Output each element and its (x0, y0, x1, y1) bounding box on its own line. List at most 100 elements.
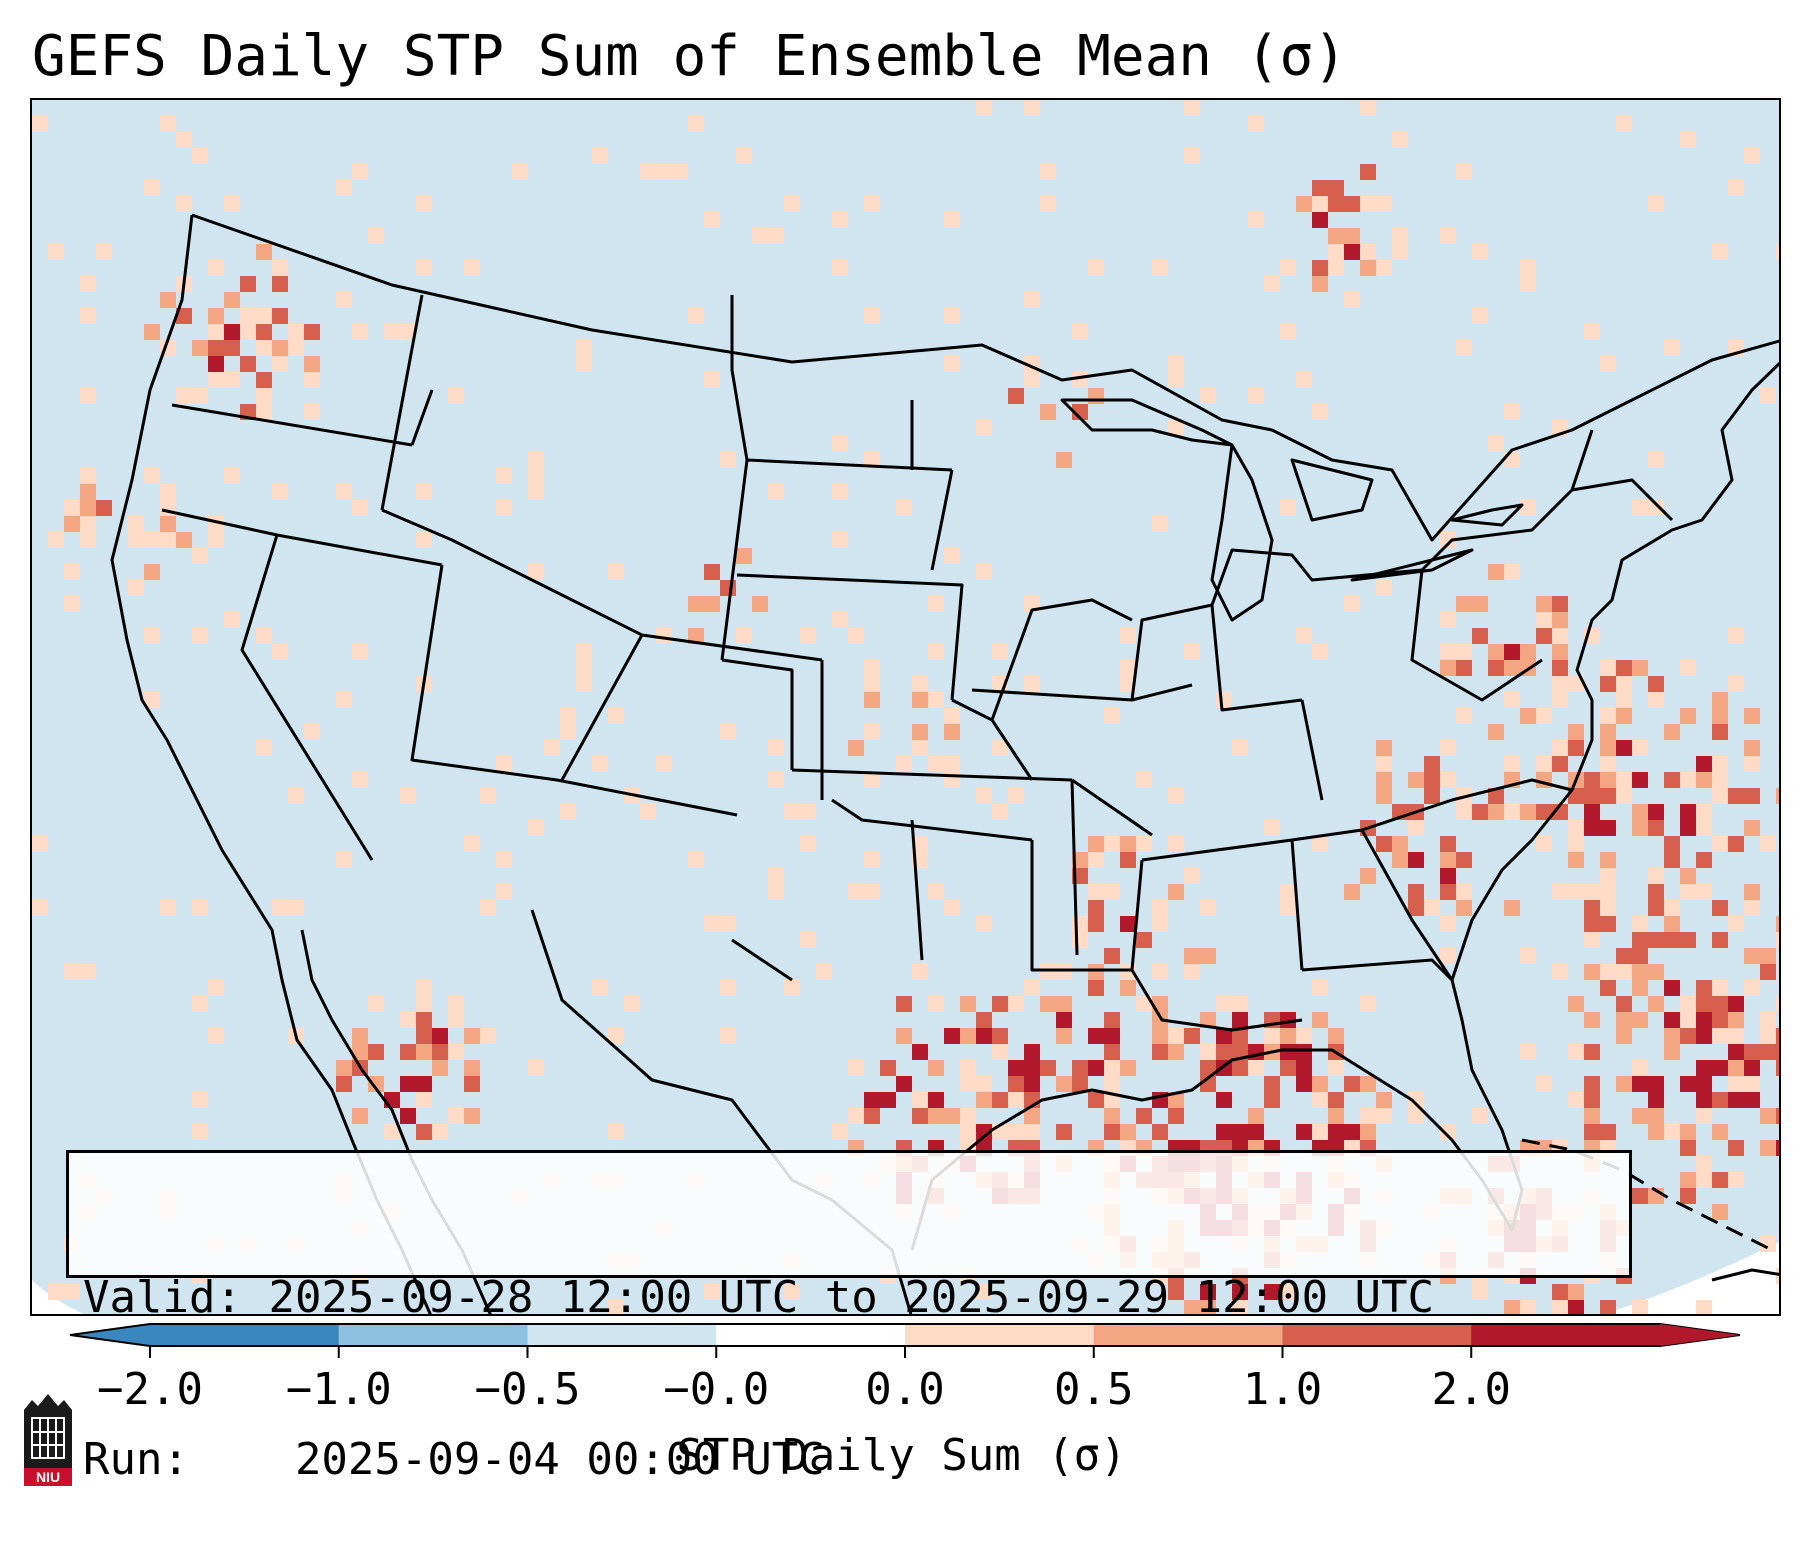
stp-cell (496, 884, 512, 900)
stp-cell (1728, 628, 1744, 644)
stp-cell (144, 468, 160, 484)
stp-cell (1696, 1156, 1712, 1172)
stp-cell (384, 1124, 400, 1140)
stp-cell (1600, 916, 1616, 932)
stp-cell (864, 884, 880, 900)
stp-cell (1376, 788, 1392, 804)
stp-cell (960, 1124, 976, 1140)
colorbar-tick-label: −0.5 (474, 1364, 581, 1415)
stp-cell (720, 724, 736, 740)
stp-cell (992, 996, 1008, 1012)
stp-cell (1152, 900, 1168, 916)
stp-cell (1456, 804, 1472, 820)
stp-cell (1696, 1092, 1712, 1108)
stp-cell (1680, 132, 1696, 148)
stp-cell (352, 1044, 368, 1060)
stp-cell (1120, 1060, 1136, 1076)
stp-cell (944, 548, 960, 564)
stp-cell (176, 196, 192, 212)
stp-cell (1648, 1124, 1664, 1140)
stp-cell (480, 900, 496, 916)
stp-cell (1376, 772, 1392, 788)
stp-cell (1344, 1076, 1360, 1092)
stp-cell (1536, 804, 1552, 820)
stp-cell (1632, 660, 1648, 676)
logo-text: NIU (36, 1469, 60, 1485)
stp-cell (1664, 916, 1680, 932)
stp-cell (848, 628, 864, 644)
stp-cell (1616, 1028, 1632, 1044)
stp-cell (1232, 1044, 1248, 1060)
stp-cell (1568, 996, 1584, 1012)
stp-cell (1744, 788, 1760, 804)
stp-cell (608, 1300, 624, 1314)
stp-cell (928, 1060, 944, 1076)
stp-cell (1696, 756, 1712, 772)
stp-cell (1536, 836, 1552, 852)
stp-cell (1552, 644, 1568, 660)
stp-cell (1088, 836, 1104, 852)
stp-cell (1664, 852, 1680, 868)
stp-cell (224, 292, 240, 308)
stp-cell (1568, 740, 1584, 756)
stp-cell (1728, 1092, 1744, 1108)
stp-cell (1280, 1284, 1296, 1300)
stp-cell (192, 388, 208, 404)
stp-cell (128, 516, 144, 532)
stp-cell (912, 1108, 928, 1124)
stp-cell (1552, 612, 1568, 628)
stp-cell (1520, 708, 1536, 724)
stp-cell (1440, 644, 1456, 660)
stp-cell (1456, 644, 1472, 660)
stp-cell (816, 964, 832, 980)
stp-cell (1376, 1092, 1392, 1108)
stp-cell (960, 1028, 976, 1044)
stp-cell (1456, 596, 1472, 612)
stp-cell (736, 548, 752, 564)
stp-cell (1088, 1092, 1104, 1108)
colorbar-tick-label: 0.5 (1054, 1364, 1134, 1415)
stp-cell (1312, 644, 1328, 660)
stp-cell (64, 516, 80, 532)
stp-cell (1632, 1012, 1648, 1028)
stp-cell (1376, 836, 1392, 852)
stp-cell (1648, 1076, 1664, 1092)
stp-cell (224, 196, 240, 212)
stp-cell (1088, 884, 1104, 900)
stp-cell (1056, 1124, 1072, 1140)
stp-cell (272, 308, 288, 324)
stp-cell (1168, 788, 1184, 804)
stp-cell (1120, 980, 1136, 996)
stp-cell (1024, 980, 1040, 996)
stp-cell (288, 324, 304, 340)
stp-cell (512, 164, 528, 180)
stp-cell (528, 452, 544, 468)
stp-cell (1680, 1124, 1696, 1140)
stp-cell (416, 1092, 432, 1108)
stp-cell (272, 340, 288, 356)
stp-cell (928, 1108, 944, 1124)
stp-cell (560, 804, 576, 820)
stp-cell (1568, 724, 1584, 740)
stp-cell (384, 1092, 400, 1108)
stp-cell (1744, 1044, 1760, 1060)
stp-cell (416, 260, 432, 276)
stp-cell (992, 1092, 1008, 1108)
stp-cell (1680, 1172, 1696, 1188)
stp-cell (1472, 804, 1488, 820)
stp-cell (976, 564, 992, 580)
stp-cell (1664, 724, 1680, 740)
stp-cell (656, 756, 672, 772)
stp-cell (1744, 948, 1760, 964)
stp-cell (1696, 820, 1712, 836)
stp-cell (1648, 676, 1664, 692)
stp-cell (688, 852, 704, 868)
stp-cell (1696, 1060, 1712, 1076)
stp-cell (208, 372, 224, 388)
stp-cell (832, 532, 848, 548)
stp-cell (288, 340, 304, 356)
stp-cell (1168, 372, 1184, 388)
stp-cell (1040, 1060, 1056, 1076)
stp-cell (1232, 1300, 1248, 1314)
stp-cell (576, 660, 592, 676)
